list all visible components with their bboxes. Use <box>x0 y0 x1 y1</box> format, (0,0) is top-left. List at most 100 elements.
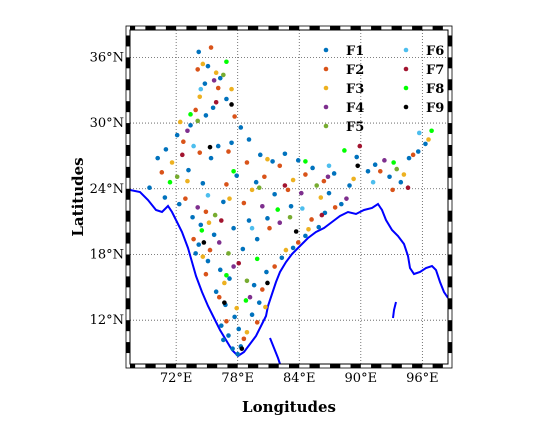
checker-left-6 <box>126 298 130 310</box>
point-F9-7 <box>239 346 245 351</box>
legend-label-F3: F3 <box>346 82 364 97</box>
point-F8-4 <box>224 272 229 278</box>
point-F1-59 <box>221 199 226 205</box>
point-F1-34 <box>290 245 296 251</box>
y-tick-label-4: 36°N <box>90 50 124 65</box>
point-F3-13 <box>283 247 289 253</box>
point-F1-65 <box>406 155 412 161</box>
point-F3-10 <box>234 305 239 311</box>
checker-top-16 <box>289 26 300 30</box>
checker-right-28 <box>448 57 452 69</box>
point-F2-10 <box>203 271 209 277</box>
point-F1-74 <box>326 190 332 196</box>
point-F8-2 <box>167 179 173 185</box>
checker-bottom-24 <box>371 364 382 368</box>
point-F1-41 <box>310 165 315 171</box>
point-F3-14 <box>306 227 311 232</box>
point-F1-18 <box>193 251 198 256</box>
point-F1-2 <box>217 75 223 81</box>
point-F2-24 <box>244 160 250 165</box>
point-F1-7 <box>188 122 193 128</box>
checker-left-10 <box>126 254 130 266</box>
point-F4-5 <box>247 294 253 300</box>
point-F2-9 <box>207 247 213 253</box>
point-F1-67 <box>423 141 428 147</box>
checker-bottom-2 <box>145 364 156 368</box>
point-F2-6 <box>183 196 188 201</box>
point-F3-20 <box>351 176 356 182</box>
point-F1-20 <box>217 267 223 273</box>
checker-right-14 <box>448 210 452 222</box>
point-F1-46 <box>246 137 252 142</box>
point-F2-14 <box>254 320 260 325</box>
checker-top-0 <box>130 26 136 30</box>
point-F3-17 <box>265 156 270 162</box>
point-F8-5 <box>243 298 249 303</box>
checker-top-2 <box>145 26 156 30</box>
point-F1-11 <box>147 185 152 190</box>
checker-bottom-16 <box>289 364 300 368</box>
point-F2-28 <box>267 225 272 231</box>
point-F3-22 <box>426 137 431 142</box>
point-F1-30 <box>256 300 262 305</box>
legend-label-F9: F9 <box>426 101 444 116</box>
checker-top-10 <box>227 26 238 30</box>
checker-top-22 <box>350 26 361 30</box>
checker-top-14 <box>268 26 279 30</box>
point-F2-33 <box>232 114 237 119</box>
checker-right-24 <box>448 101 452 113</box>
point-F3-8 <box>200 254 206 259</box>
point-F8-11 <box>391 160 396 165</box>
point-F3-4 <box>177 119 183 125</box>
point-F4-0 <box>211 78 217 83</box>
checker-bottom-30 <box>432 364 443 368</box>
point-F2-3 <box>193 107 198 113</box>
point-F2-2 <box>215 85 221 91</box>
coastline <box>130 189 448 364</box>
point-F7-2 <box>218 218 224 223</box>
checker-bottom-26 <box>391 364 402 368</box>
point-F6-4 <box>300 206 305 211</box>
point-F1-68 <box>354 154 360 160</box>
point-F1-39 <box>347 183 352 188</box>
checker-left-8 <box>126 276 130 288</box>
legend-label-F5: F5 <box>346 120 364 135</box>
point-F2-29 <box>285 187 291 193</box>
checker-right-16 <box>448 188 452 200</box>
point-F9-3 <box>222 300 227 305</box>
point-F5-1 <box>195 118 201 124</box>
point-F3-15 <box>318 195 324 200</box>
legend-marker-F6 <box>403 47 409 53</box>
legend-marker-F8 <box>403 85 409 91</box>
checker-right-8 <box>448 276 452 288</box>
point-F1-69 <box>365 168 371 174</box>
point-F2-0 <box>208 45 214 50</box>
point-F3-6 <box>185 178 190 184</box>
point-F2-18 <box>309 217 314 222</box>
point-F4-2 <box>195 205 201 210</box>
point-F8-9 <box>303 159 308 164</box>
checker-top-30 <box>432 26 443 30</box>
point-F8-10 <box>342 148 347 153</box>
point-F1-33 <box>279 255 285 261</box>
checker-right-6 <box>448 298 452 310</box>
checker-left-30 <box>126 35 130 47</box>
point-F9-5 <box>293 229 299 234</box>
point-F8-6 <box>254 256 260 262</box>
point-F1-4 <box>224 96 229 102</box>
point-F7-0 <box>213 99 219 105</box>
point-F3-1 <box>213 70 219 76</box>
checker-top-20 <box>330 26 341 30</box>
x-axis-label: Longitudes <box>242 398 336 416</box>
point-F1-45 <box>257 152 263 158</box>
point-F1-38 <box>339 201 344 207</box>
point-F3-16 <box>290 177 296 183</box>
point-F8-3 <box>199 228 205 233</box>
point-F6-6 <box>416 130 422 136</box>
point-F1-29 <box>249 312 255 318</box>
point-F1-55 <box>265 216 270 221</box>
point-F3-11 <box>244 329 250 335</box>
point-F2-21 <box>303 172 308 177</box>
checker-left-4 <box>126 320 130 332</box>
